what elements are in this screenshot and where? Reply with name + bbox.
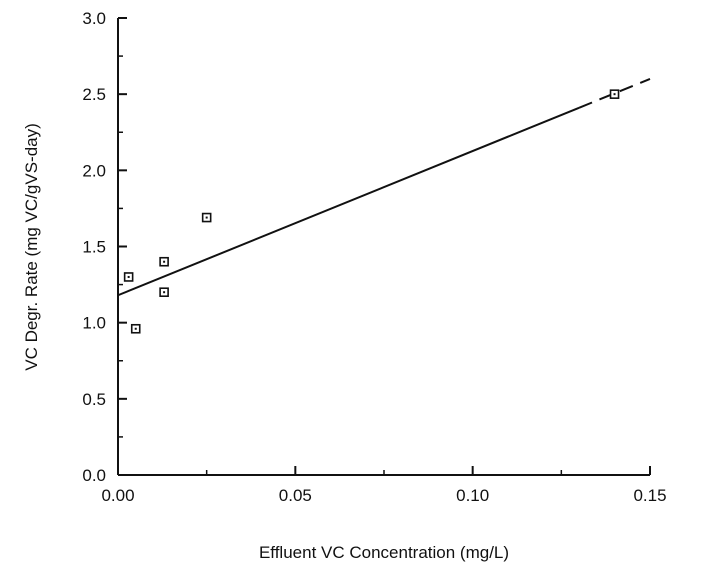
- fit-line-solid: [117, 106, 580, 297]
- x-axis-title: Effluent VC Concentration (mg/L): [259, 543, 509, 562]
- data-point: [130, 323, 141, 334]
- data-point: [609, 89, 620, 99]
- marker-center-dot: [163, 291, 166, 294]
- x-axis-ticks: 0.00 0.05 0.10 0.15: [101, 466, 667, 505]
- marker-center-dot: [163, 260, 166, 263]
- y-tick-label: 2.5: [82, 85, 106, 104]
- regression-line: [117, 78, 651, 297]
- y-tick-label: 1.5: [82, 238, 106, 257]
- marker-center-dot: [134, 327, 137, 330]
- y-tick-label: 3.0: [82, 9, 106, 28]
- data-points: [123, 89, 620, 334]
- y-tick-label: 0.0: [82, 466, 106, 485]
- plot-frame: [117, 18, 650, 476]
- fit-line-dashed: [578, 78, 651, 109]
- data-point: [159, 287, 169, 298]
- marker-center-dot: [127, 275, 130, 278]
- y-tick-label: 0.5: [82, 390, 106, 409]
- x-tick-label: 0.10: [456, 486, 489, 505]
- data-point: [123, 272, 134, 282]
- marker-center-dot: [205, 216, 208, 219]
- data-point: [159, 256, 169, 267]
- x-tick-label: 0.15: [633, 486, 666, 505]
- marker-center-dot: [613, 93, 616, 96]
- y-axis-ticks: 0.0 0.5 1.0 1.5 2.0 2.5 3.0: [82, 9, 127, 485]
- x-tick-label: 0.05: [279, 486, 312, 505]
- y-tick-label: 1.0: [82, 314, 106, 333]
- x-tick-label: 0.00: [101, 486, 134, 505]
- y-axis-title: VC Degr. Rate (mg VC/gVS-day): [22, 123, 41, 371]
- data-point: [201, 212, 212, 223]
- y-tick-label: 2.0: [82, 161, 106, 180]
